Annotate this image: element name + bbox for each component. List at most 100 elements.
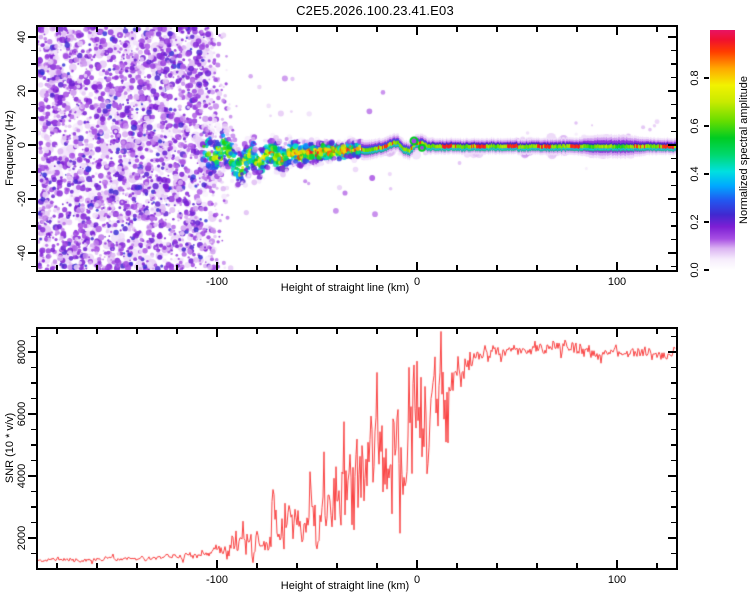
y-tick [28,251,36,254]
y-tick [671,76,676,79]
y-tick-label: 8000 [16,339,28,365]
y-tick [671,397,676,400]
colorbar-tick-label: 0.0 [689,262,701,278]
x-tick [576,329,578,334]
snr-axes: -100 0 100 2000 4000 6000 8000 [16,329,676,586]
snr-panel: -100 0 100 2000 4000 6000 8000 [16,327,678,586]
y-tick [671,238,676,241]
colorbar-tick-label: 0.8 [689,70,701,86]
colorbar-tick [704,77,709,79]
colorbar-tick-label: 0.4 [689,166,701,182]
x-tick [136,27,138,32]
y-tick-label: 6000 [16,401,28,427]
y-tick [31,184,36,187]
x-tick [496,329,498,334]
x-tick [256,265,258,270]
x-tick [656,265,658,270]
y-tick [31,49,36,52]
y-tick [31,506,36,508]
colorbar-tick [704,269,709,271]
y-tick [28,89,36,92]
x-tick [656,329,658,334]
x-tick-label: -100 [205,574,229,586]
y-tick-label: 20 [16,84,28,98]
y-tick [28,412,36,415]
y-tick [31,428,36,431]
x-tick [256,563,258,568]
height-axis-title-top: Height of straight line (km) [280,282,410,294]
y-tick [31,382,36,384]
x-tick [336,563,338,568]
x-tick [216,560,218,568]
x-tick [176,27,178,32]
y-tick [668,474,676,477]
x-tick-label: -100 [205,276,229,288]
x-tick [176,265,178,270]
x-tick [576,27,578,32]
y-tick [671,157,676,160]
x-tick-label: 0 [413,276,421,288]
x-tick [536,329,538,334]
y-tick-label: -40 [16,245,28,261]
colorbar-gradient: 0.0 0.2 0.4 0.6 0.8 [689,30,735,278]
x-tick [256,329,258,334]
x-tick [56,329,58,334]
height-axis-title-bottom: Height of straight line (km) [280,580,410,592]
x-tick [496,265,498,270]
x-tick [416,262,418,270]
y-tick [31,157,36,160]
y-tick [31,397,36,400]
x-tick [456,27,458,32]
y-tick [28,350,36,353]
x-tick [416,560,418,568]
y-tick [671,117,676,119]
y-tick [671,506,676,508]
y-tick [28,143,36,146]
x-tick [336,329,338,334]
x-tick [616,329,618,337]
x-tick [296,329,298,334]
y-tick [668,197,676,200]
spectrogram-canvas [38,27,676,270]
y-tick [668,412,676,415]
y-tick [668,89,676,92]
x-tick [296,563,298,568]
x-tick [56,27,58,32]
y-tick [671,171,676,173]
colorbar-tick-label: 0.6 [689,118,701,134]
y-tick [671,428,676,431]
x-tick [376,27,378,32]
y-tick-label: 40 [16,30,28,44]
x-tick [656,27,658,32]
y-tick [31,103,36,106]
y-tick-label: 2000 [16,525,28,551]
x-tick [336,265,338,270]
x-tick-label: 0 [413,574,421,586]
snr-canvas [38,329,676,568]
y-tick [28,474,36,477]
snr-axis-title: SNR (10 * v/v) [4,412,16,484]
x-tick [136,329,138,334]
x-tick [216,329,218,337]
y-tick [668,536,676,539]
x-tick [376,563,378,568]
x-tick [456,563,458,568]
x-tick [576,563,578,568]
y-tick [31,366,36,369]
x-tick [456,329,458,334]
y-tick [668,251,676,254]
x-tick [416,27,418,35]
x-tick [496,563,498,568]
y-tick-label: -20 [16,191,28,207]
y-tick [671,552,676,555]
y-tick [671,490,676,493]
y-tick [671,382,676,384]
x-tick [536,265,538,270]
y-tick [671,459,676,462]
x-tick [496,27,498,32]
x-tick [456,265,458,270]
y-tick [31,521,36,524]
y-tick [671,184,676,187]
x-tick-label: 100 [607,276,627,288]
